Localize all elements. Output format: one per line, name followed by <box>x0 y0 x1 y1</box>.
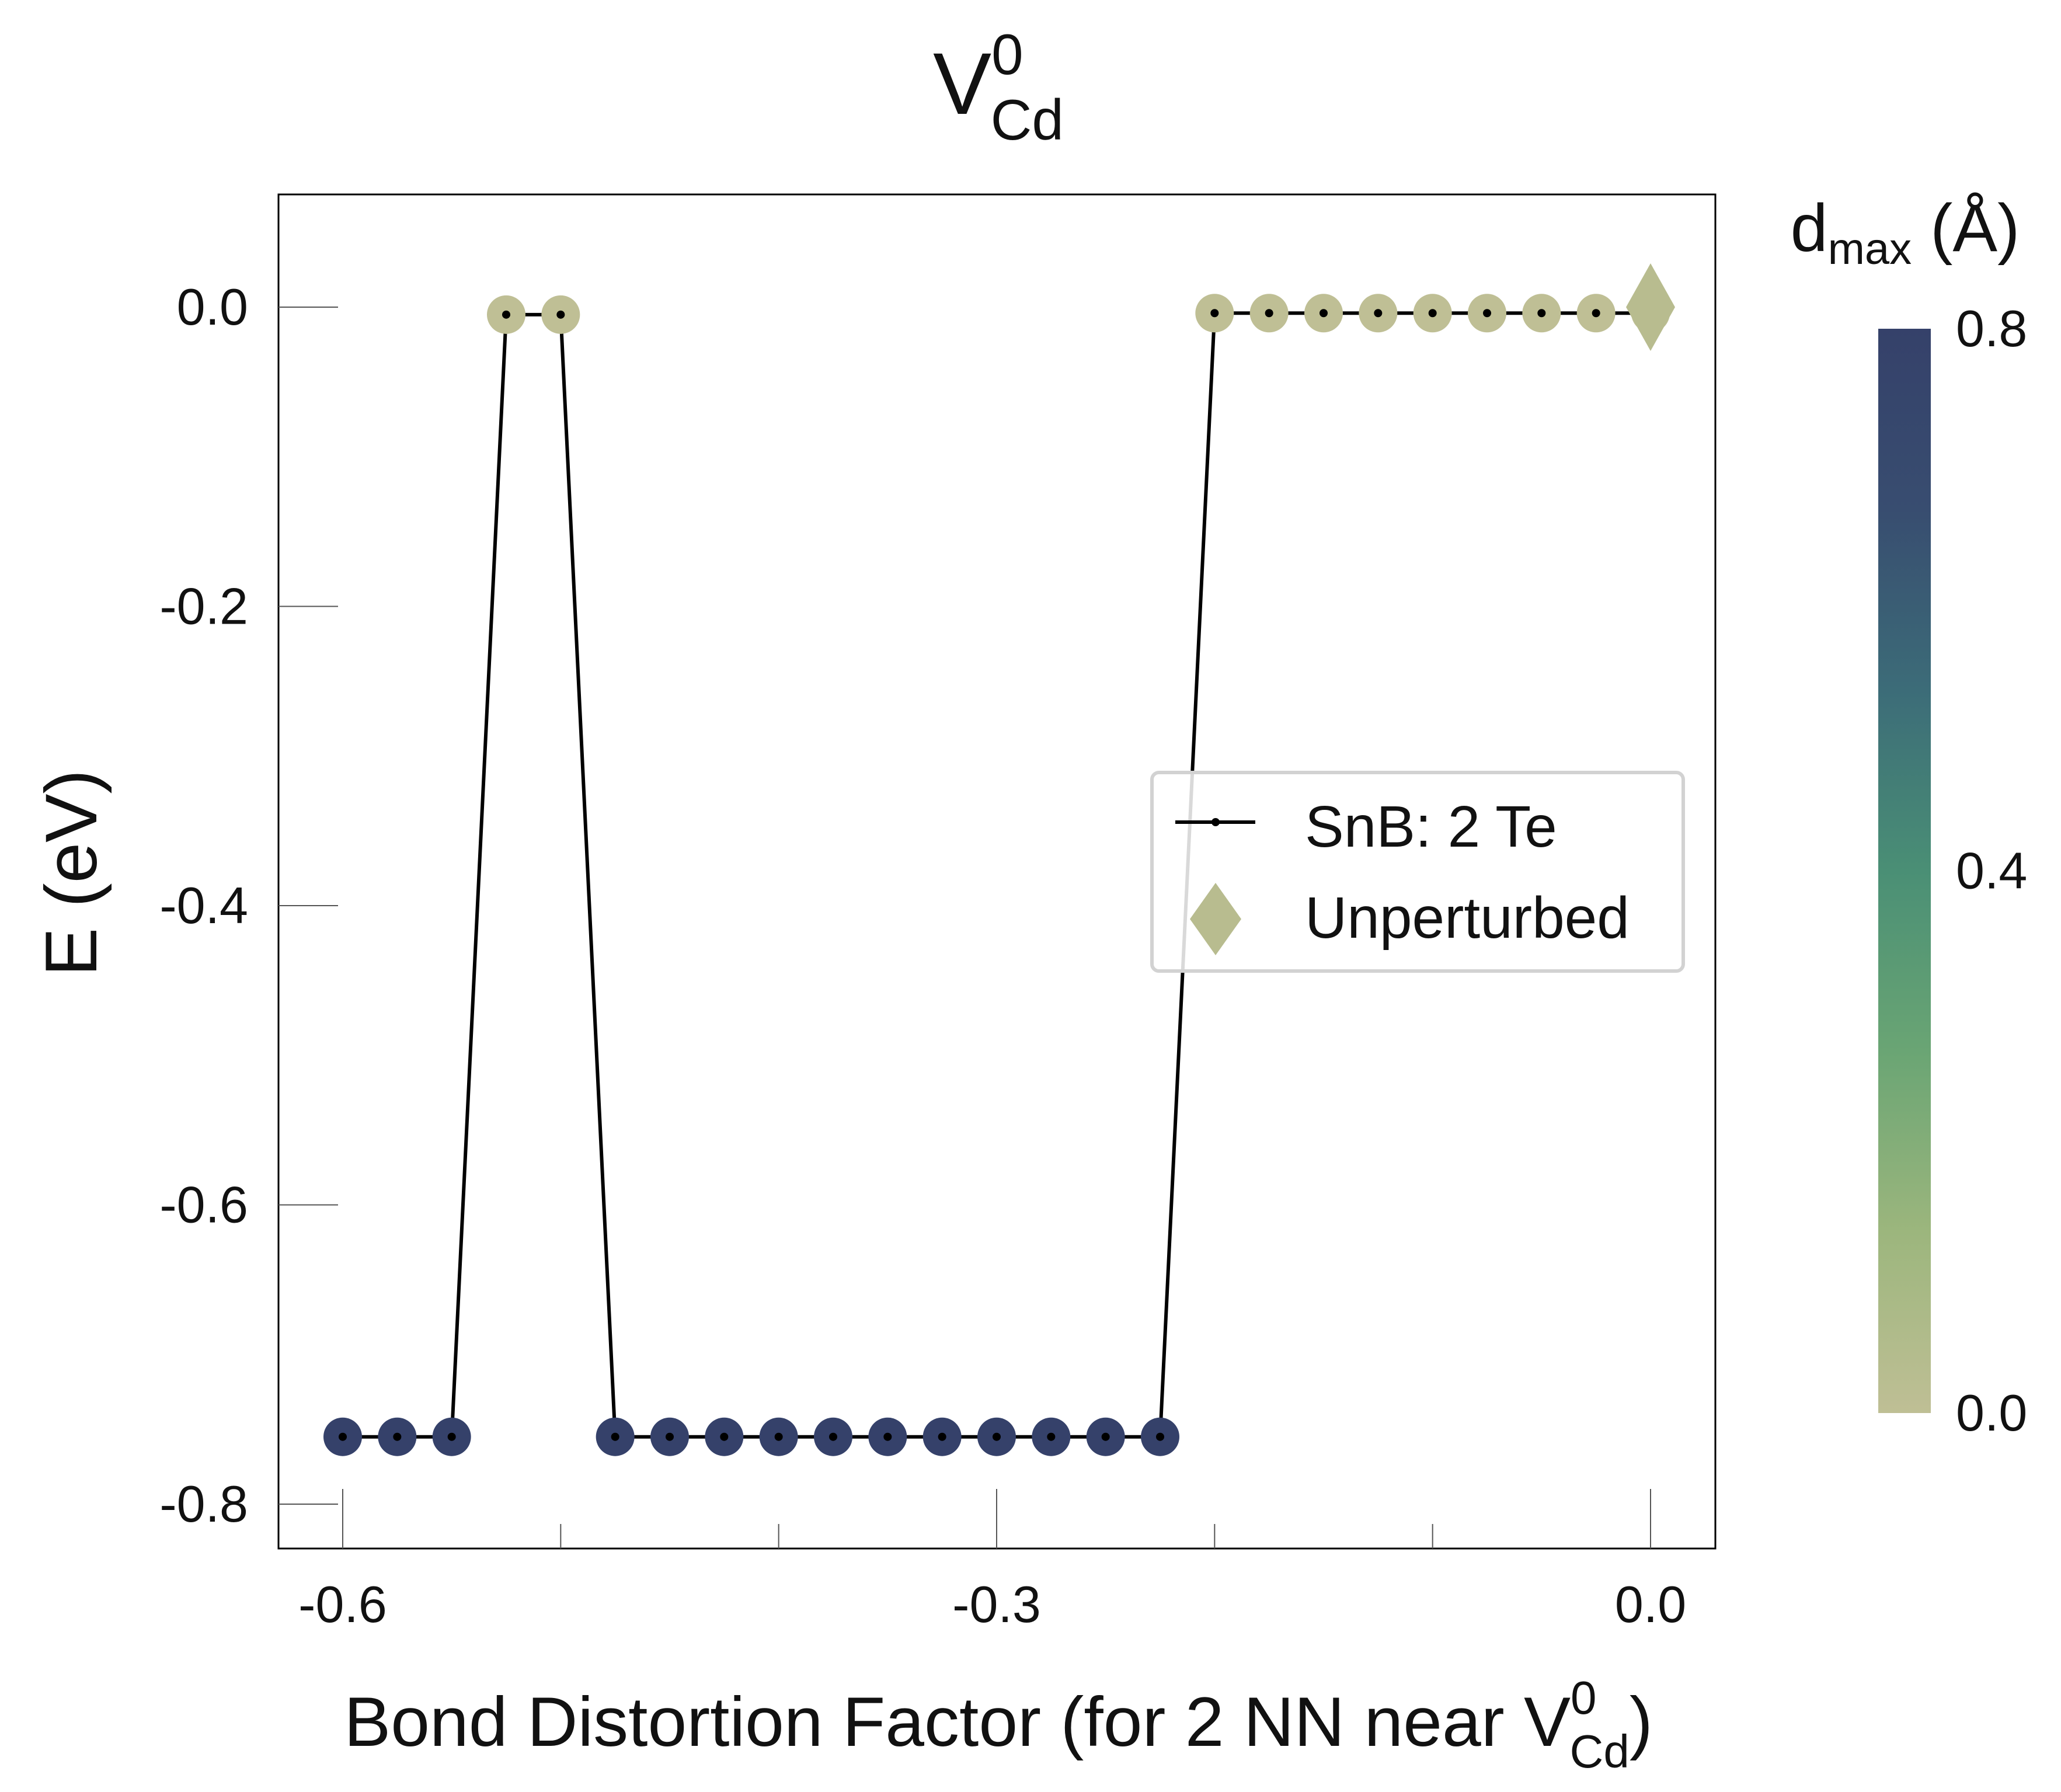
chart-title-main: V <box>933 34 991 133</box>
chart-title-sup: 0 <box>991 22 1023 86</box>
colorbar-tick-label-0: 0.8 <box>1956 300 2027 357</box>
legend-diamond-swatch <box>1190 883 1241 955</box>
unperturbed-point-0 <box>1626 263 1675 351</box>
series-dots-group <box>339 309 1655 1441</box>
y-tick-label-4: -0.8 <box>159 1475 248 1533</box>
data-point-center-5 <box>611 1432 619 1441</box>
data-point-center-9 <box>829 1432 837 1441</box>
data-point-center-12 <box>993 1432 1001 1441</box>
colorbar: dmax (Å) 0.8 0.4 0.0 <box>1791 191 2028 1442</box>
legend-box <box>1150 771 1685 973</box>
legend-line-dot <box>1211 818 1220 826</box>
data-point-center-11 <box>938 1432 946 1441</box>
data-point-center-16 <box>1210 309 1219 318</box>
y-tick-label-2: -0.4 <box>159 876 248 934</box>
data-point-center-14 <box>1101 1432 1110 1441</box>
y-tick-label-1: -0.2 <box>159 577 248 635</box>
colorbar-ticks: 0.8 0.4 0.0 <box>1956 300 2027 1442</box>
data-point-center-23 <box>1592 309 1600 318</box>
data-point-center-17 <box>1265 309 1273 318</box>
legend-label-unperturbed: Unperturbed <box>1305 885 1630 951</box>
data-point-center-10 <box>883 1432 892 1441</box>
data-point-center-22 <box>1537 309 1546 318</box>
data-point-center-15 <box>1156 1432 1164 1441</box>
unperturbed-markers-group <box>1626 263 1675 351</box>
x-tick-label-1: -0.3 <box>952 1575 1041 1633</box>
colorbar-label-rest: (Å) <box>1912 191 2020 266</box>
data-point-center-20 <box>1428 309 1437 318</box>
legend: SnB: 2 Te Unperturbed <box>1150 771 1685 973</box>
colorbar-gradient-bar <box>1878 329 1931 1413</box>
colorbar-label-sub: max <box>1828 224 1912 274</box>
x-axis-label-main: Bond Distortion Factor (for 2 NN near V <box>344 1683 1571 1761</box>
data-point-center-8 <box>774 1432 783 1441</box>
y-tick-label-3: -0.6 <box>159 1176 248 1234</box>
data-point-center-18 <box>1320 309 1328 318</box>
data-point-center-3 <box>502 310 510 319</box>
data-point-center-0 <box>339 1432 347 1441</box>
data-point-center-19 <box>1374 309 1383 318</box>
chart-title-sub: Cd <box>991 88 1064 152</box>
data-point-center-6 <box>666 1432 674 1441</box>
x-axis-ticks: -0.6 -0.3 0.0 <box>298 1489 1686 1633</box>
y-tick-label-0: 0.0 <box>177 278 248 336</box>
chart-title: V0 Cd <box>933 22 1064 152</box>
colorbar-tick-label-1: 0.4 <box>1956 842 2027 900</box>
x-axis-label-sup: 0 <box>1571 1672 1597 1724</box>
data-point-center-21 <box>1483 309 1491 318</box>
colorbar-tick-label-2: 0.0 <box>1956 1384 2027 1442</box>
x-tick-label-0: -0.6 <box>298 1575 387 1633</box>
data-point-center-13 <box>1047 1432 1056 1441</box>
legend-label-snb: SnB: 2 Te <box>1305 794 1557 860</box>
y-axis-label: E (eV) <box>31 770 112 976</box>
colorbar-label-main: d <box>1791 191 1828 266</box>
data-point-center-1 <box>393 1432 402 1441</box>
x-tick-label-2: 0.0 <box>1615 1575 1686 1633</box>
data-point-center-2 <box>447 1432 456 1441</box>
data-point-center-4 <box>556 310 565 319</box>
x-axis-label-close: ) <box>1630 1683 1653 1761</box>
y-axis-ticks: 0.0 -0.2 -0.4 -0.6 -0.8 <box>159 278 338 1533</box>
x-axis-label: Bond Distortion Factor (for 2 NN near V0… <box>344 1672 1653 1777</box>
x-axis-label-sub: Cd <box>1570 1725 1630 1777</box>
data-point-center-7 <box>720 1432 729 1441</box>
colorbar-label: dmax (Å) <box>1791 191 2020 274</box>
